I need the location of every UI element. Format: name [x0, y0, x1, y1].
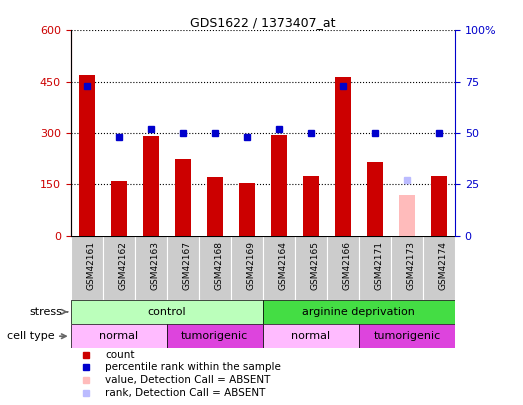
Text: normal: normal — [99, 331, 138, 341]
Bar — [367, 162, 383, 236]
Bar — [71, 236, 103, 300]
Text: control: control — [147, 307, 186, 317]
Text: arginine deprivation: arginine deprivation — [302, 307, 415, 317]
Bar — [71, 300, 263, 324]
Text: percentile rank within the sample: percentile rank within the sample — [105, 362, 281, 372]
Text: GSM42174: GSM42174 — [439, 241, 448, 290]
Bar — [167, 324, 263, 348]
Text: cell type: cell type — [7, 331, 66, 341]
Bar — [335, 77, 351, 236]
Bar — [175, 159, 191, 236]
Text: count: count — [105, 350, 135, 360]
Bar — [239, 183, 255, 236]
Text: value, Detection Call = ABSENT: value, Detection Call = ABSENT — [105, 375, 270, 385]
Bar — [263, 236, 295, 300]
Text: tumorigenic: tumorigenic — [181, 331, 248, 341]
Bar — [399, 194, 415, 236]
Text: GSM42161: GSM42161 — [87, 241, 96, 290]
Text: stress: stress — [29, 307, 67, 317]
Text: GSM42166: GSM42166 — [343, 241, 352, 290]
Text: tumorigenic: tumorigenic — [373, 331, 440, 341]
Text: GSM42169: GSM42169 — [247, 241, 256, 290]
Bar — [135, 236, 167, 300]
Bar — [263, 324, 359, 348]
Bar — [103, 236, 135, 300]
Bar — [71, 324, 167, 348]
Bar — [295, 236, 327, 300]
Text: GSM42168: GSM42168 — [215, 241, 224, 290]
Bar — [423, 236, 455, 300]
Bar — [143, 136, 158, 236]
Bar — [271, 135, 287, 236]
Bar — [431, 176, 447, 236]
Text: GSM42173: GSM42173 — [407, 241, 416, 290]
Bar — [263, 300, 455, 324]
Bar — [359, 236, 391, 300]
Bar — [391, 236, 423, 300]
Bar — [167, 236, 199, 300]
Bar — [78, 75, 95, 236]
Text: GSM42162: GSM42162 — [119, 241, 128, 290]
Text: GSM42163: GSM42163 — [151, 241, 160, 290]
Text: GSM42164: GSM42164 — [279, 241, 288, 290]
Bar — [199, 236, 231, 300]
Text: GSM42165: GSM42165 — [311, 241, 320, 290]
Text: GSM42171: GSM42171 — [375, 241, 384, 290]
Bar — [207, 177, 223, 236]
Title: GDS1622 / 1373407_at: GDS1622 / 1373407_at — [190, 16, 336, 29]
Bar — [359, 324, 455, 348]
Text: rank, Detection Call = ABSENT: rank, Detection Call = ABSENT — [105, 388, 266, 398]
Bar — [327, 236, 359, 300]
Text: normal: normal — [291, 331, 331, 341]
Bar — [231, 236, 263, 300]
Text: GSM42167: GSM42167 — [183, 241, 192, 290]
Bar — [303, 176, 319, 236]
Bar — [111, 181, 127, 236]
